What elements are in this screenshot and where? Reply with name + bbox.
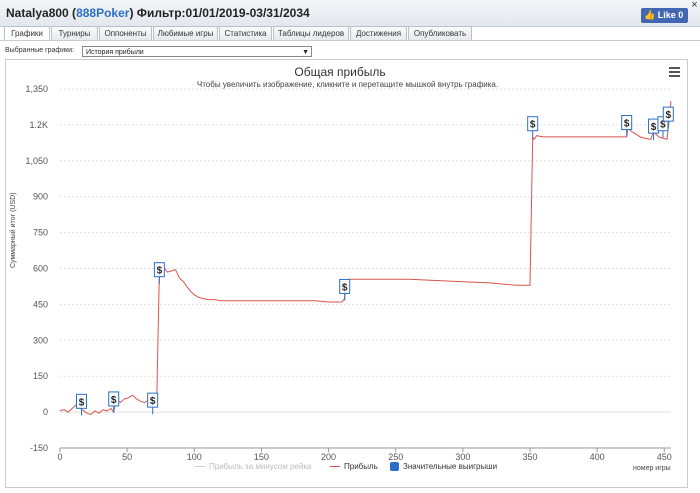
y-axis-label: Суммарный итог (USD) [10, 192, 17, 268]
fb-like-button[interactable]: 👍 Like 0 [641, 8, 688, 23]
big-win-symbol: $ [530, 120, 536, 131]
x-tick-label: 100 [187, 452, 202, 462]
legend-item-big-wins[interactable]: Значительные выигрыши [390, 461, 497, 473]
close-icon[interactable]: × [691, 0, 698, 11]
y-tick-label: 300 [33, 335, 48, 345]
y-tick-label: 750 [33, 228, 48, 238]
tab-publish[interactable]: Опубликовать [408, 26, 472, 40]
big-win-marker [339, 278, 351, 294]
tab-achievements[interactable]: Достижения [350, 26, 407, 40]
big-win-symbol: $ [157, 266, 163, 277]
big-win-marker [621, 115, 633, 131]
x-tick-label: 350 [522, 452, 537, 462]
tab-opponents[interactable]: Оппоненты [99, 26, 152, 40]
window-title: Natalya800 (888Poker) Фильтр:01/01/2019-… [6, 6, 310, 20]
menu-icon[interactable] [669, 67, 680, 77]
big-win-symbol: $ [150, 396, 156, 407]
big-win-symbol: $ [342, 282, 348, 293]
big-win-marker [108, 391, 120, 407]
legend-label-big-wins: Значительные выигрыши [403, 462, 498, 471]
tab-tournaments[interactable]: Турниры [51, 26, 98, 40]
big-win-symbol: $ [79, 397, 85, 408]
big-win-marker [153, 262, 165, 278]
thumbs-up-icon: 👍 [644, 10, 656, 20]
legend-label-profit: Прибыль [344, 462, 378, 471]
player-name: Natalya800 [6, 6, 69, 20]
y-tick-label: 1,350 [25, 84, 48, 94]
tab-favorite-games[interactable]: Любимые игры [153, 26, 218, 40]
tab-leaderboards[interactable]: Таблицы лидеров [273, 26, 349, 40]
big-win-marker [147, 392, 159, 408]
x-tick-label: 50 [122, 452, 132, 462]
x-tick-label: 200 [321, 452, 336, 462]
y-tick-label: 1.2K [29, 120, 48, 130]
x-tick-label: 250 [388, 452, 403, 462]
y-tick-label: 450 [33, 299, 48, 309]
big-win-symbol: $ [624, 119, 630, 130]
chart-subtitle: Чтобы увеличить изображение, кликните и … [196, 80, 499, 89]
chart-select[interactable]: История прибыли ▼ [82, 46, 312, 57]
x-tick-label: 450 [657, 452, 672, 462]
chart-select-label: Выбранные графики: [5, 47, 75, 54]
chart-panel [5, 59, 688, 488]
y-tick-label: 150 [33, 371, 48, 381]
chart-title: Общая прибыль [294, 65, 386, 79]
x-tick-label: 300 [455, 452, 470, 462]
profit-line [59, 100, 672, 416]
big-win-symbol: $ [111, 395, 117, 406]
big-win-marker [527, 116, 539, 132]
y-tick-label: 600 [33, 264, 48, 274]
title-bar: Natalya800 (888Poker) Фильтр:01/01/2019-… [0, 0, 700, 27]
legend-item-profit[interactable]: Прибыль [330, 461, 378, 473]
y-tick-label: 900 [33, 192, 48, 202]
big-win-symbol: $ [666, 110, 672, 121]
big-win-symbol: $ [651, 122, 657, 133]
dropdown-arrow-icon: ▼ [302, 49, 309, 56]
x-tick-label: 400 [590, 452, 605, 462]
legend-label-rake: Прибыль за минусом рейка [209, 462, 312, 471]
big-win-marker [662, 106, 674, 122]
legend-line-icon [330, 466, 340, 468]
legend-item-rake[interactable]: Прибыль за минусом рейка [195, 461, 311, 473]
tab-divider [0, 40, 700, 41]
x-tick-label: 150 [254, 452, 269, 462]
x-tick-label: 0 [57, 452, 62, 462]
x-axis-label: номер игры [633, 465, 671, 472]
tab-graphs[interactable]: Графики [4, 26, 50, 40]
fb-like-label: Like 0 [657, 10, 684, 20]
legend-square-icon [390, 462, 399, 472]
tab-statistics[interactable]: Статистика [219, 26, 272, 40]
y-tick-label: -150 [30, 443, 48, 453]
y-tick-label: 1,050 [25, 156, 48, 166]
chart-select-value: История прибыли [86, 49, 144, 56]
big-win-marker [75, 393, 87, 409]
legend-line-icon [195, 466, 205, 468]
room-name[interactable]: 888Poker [76, 6, 130, 20]
y-tick-label: 0 [43, 407, 48, 417]
big-win-symbol: $ [660, 120, 666, 131]
filter-text: Фильтр:01/01/2019-03/31/2034 [136, 6, 310, 20]
